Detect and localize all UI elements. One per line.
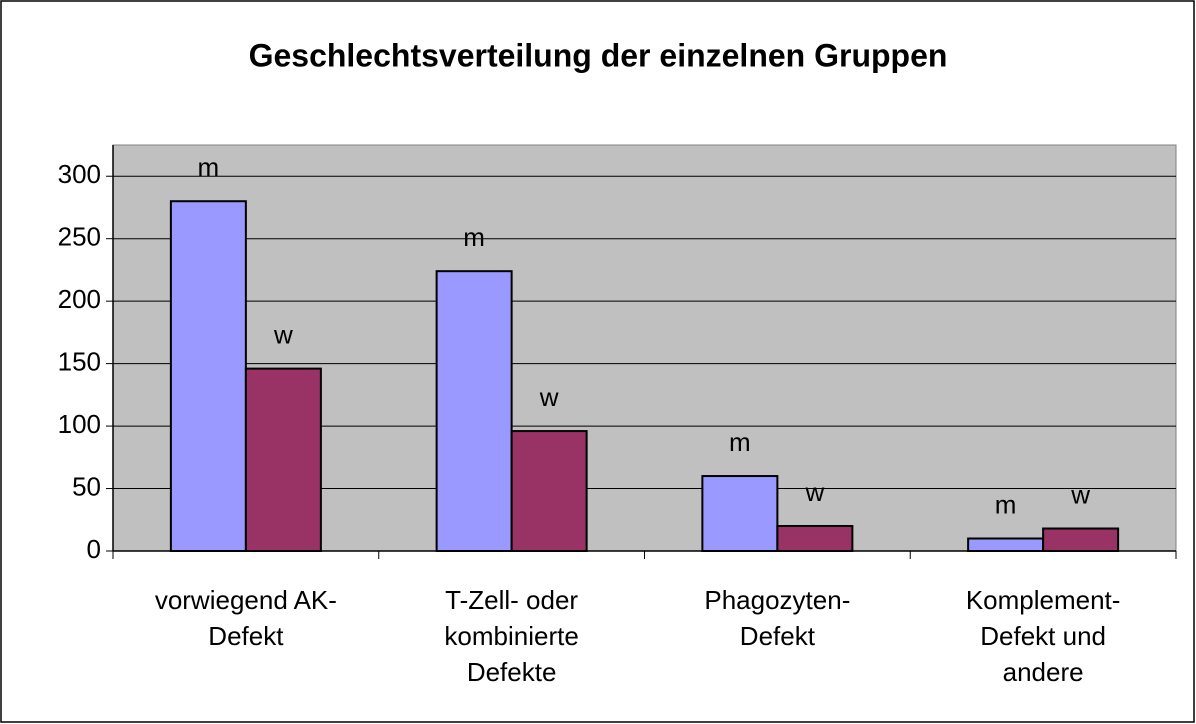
data-label: w <box>539 382 559 412</box>
x-tick-label: vorwiegend AK- Defekt <box>154 585 337 651</box>
data-label: w <box>804 477 824 507</box>
data-label: m <box>463 222 485 252</box>
y-tick-label: 250 <box>58 222 101 252</box>
bar <box>510 430 588 553</box>
data-label: m <box>729 427 751 457</box>
bar <box>435 270 513 552</box>
bar <box>169 200 247 552</box>
data-label: m <box>995 489 1017 519</box>
bar <box>1042 527 1120 553</box>
bar <box>244 367 322 552</box>
x-tick-label: T-Zell- oder kombinierte Defekte <box>444 585 579 687</box>
y-tick-label: 100 <box>58 409 101 439</box>
y-tick-label: 50 <box>72 471 101 501</box>
data-label: m <box>198 152 220 182</box>
bar <box>776 525 854 552</box>
data-label: w <box>1070 479 1090 509</box>
y-tick-label: 300 <box>58 159 101 189</box>
y-tick-label: 150 <box>58 346 101 376</box>
bar <box>967 537 1045 552</box>
x-tick-label: Komplement- Defekt und andere <box>965 585 1121 687</box>
x-tick-label: Phagozyten- Defekt <box>704 585 851 651</box>
y-tick-label: 0 <box>87 534 101 564</box>
chart-title: Geschlechtsverteilung der einzelnen Grup… <box>249 37 948 73</box>
bar <box>701 475 779 552</box>
data-label: w <box>273 319 293 349</box>
y-tick-label: 200 <box>58 284 101 314</box>
